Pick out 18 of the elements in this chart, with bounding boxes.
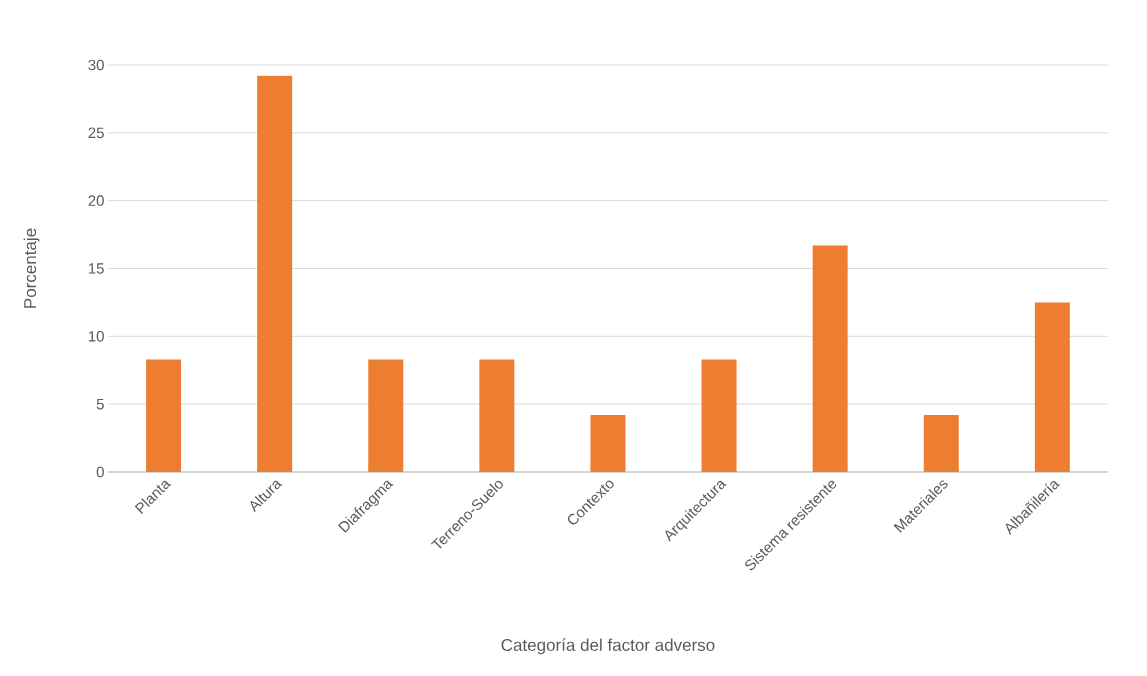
y-tick-label: 10 [88, 331, 104, 342]
bar [590, 415, 626, 472]
bar [257, 75, 293, 472]
y-tick-label: 30 [88, 59, 104, 71]
bar [146, 359, 182, 472]
y-axis-title: Porcentaje [23, 228, 40, 308]
bar [812, 245, 848, 472]
bar [479, 359, 515, 472]
bar [368, 359, 404, 472]
bar [923, 415, 959, 472]
bar [701, 359, 737, 472]
y-tick-label: 0 [96, 466, 104, 478]
x-axis-title: Categoría del factor adverso [501, 638, 715, 655]
bar [1034, 302, 1070, 472]
y-tick-label: 5 [96, 398, 104, 410]
y-tick-label: 25 [88, 127, 104, 139]
y-tick-label: 15 [88, 263, 104, 274]
y-tick-label: 20 [88, 195, 104, 206]
